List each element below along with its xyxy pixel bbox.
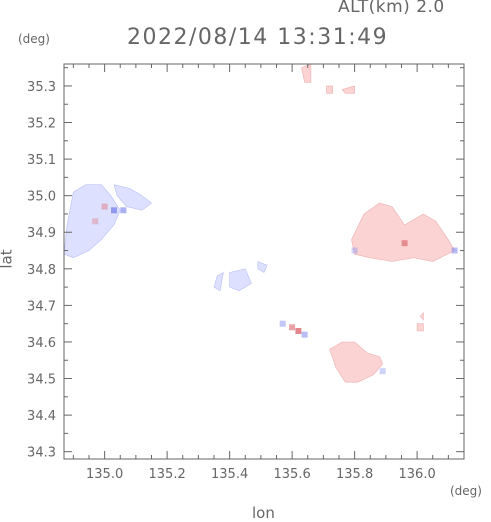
- negative-region-3: [257, 261, 268, 273]
- y-tick-label: 35.2: [27, 117, 56, 132]
- negative-spot-3: [120, 207, 127, 214]
- positive-region-5: [351, 202, 456, 262]
- y-axis-unit: (deg): [18, 32, 50, 46]
- positive-spot-5: [289, 324, 296, 331]
- y-tick-label: 34.7: [27, 299, 56, 314]
- y-tick-label: 34.3: [27, 446, 56, 461]
- data-regions: [63, 63, 456, 383]
- negative-spot-7: [279, 320, 286, 327]
- y-tick-label: 35.1: [27, 153, 56, 168]
- x-axis-label: lon: [252, 504, 275, 522]
- axis-ticks: 135.0 135.2 135.4 135.6 135.8 136.0 34.3 34.4 34…: [27, 64, 464, 482]
- positive-spot-0: [92, 218, 99, 225]
- y-tick-label: 34.6: [27, 336, 56, 351]
- positive-region-9: [301, 63, 312, 83]
- negative-region-0: [63, 184, 121, 259]
- y-tick-label: 35.3: [27, 80, 56, 95]
- y-tick-label: 35.0: [27, 190, 56, 205]
- negative-spot-6: [301, 331, 308, 338]
- y-tick-label: 34.9: [27, 226, 56, 241]
- positive-region-7: [416, 323, 424, 332]
- x-tick-label: 135.6: [274, 467, 311, 482]
- negative-spot-10: [351, 247, 358, 254]
- y-tick-label: 34.5: [27, 373, 56, 388]
- x-axis-unit: (deg): [450, 484, 482, 498]
- y-tick-label: 34.8: [27, 263, 56, 278]
- negative-spot-2: [111, 207, 117, 214]
- plot-frame: [63, 63, 465, 460]
- positive-region-6: [329, 341, 384, 383]
- x-tick-label: 135.2: [149, 467, 186, 482]
- positive-region-10: [341, 85, 355, 94]
- x-tick-label: 135.0: [86, 467, 123, 482]
- x-tick-label: 135.4: [211, 467, 248, 482]
- x-tick-label: 136.0: [399, 467, 436, 482]
- timestamp-title: 2022/08/14 13:31:49: [127, 25, 389, 50]
- positive-spot-1: [101, 203, 108, 210]
- positive-spot-8: [401, 240, 408, 247]
- negative-spot-9: [451, 247, 458, 254]
- altitude-label: ALT(km) 2.0: [338, 0, 445, 17]
- negative-region-4: [213, 271, 224, 292]
- positive-region-11: [326, 85, 334, 94]
- negative-region-2: [229, 268, 252, 292]
- positive-region-8: [419, 311, 424, 321]
- x-tick-label: 135.8: [336, 467, 373, 482]
- y-tick-label: 34.4: [27, 409, 56, 424]
- y-axis-label: lat: [0, 249, 16, 269]
- negative-spot-11: [379, 368, 386, 375]
- positive-spot-4: [295, 328, 302, 334]
- negative-region-1: [113, 184, 152, 211]
- data-spots: [92, 203, 458, 375]
